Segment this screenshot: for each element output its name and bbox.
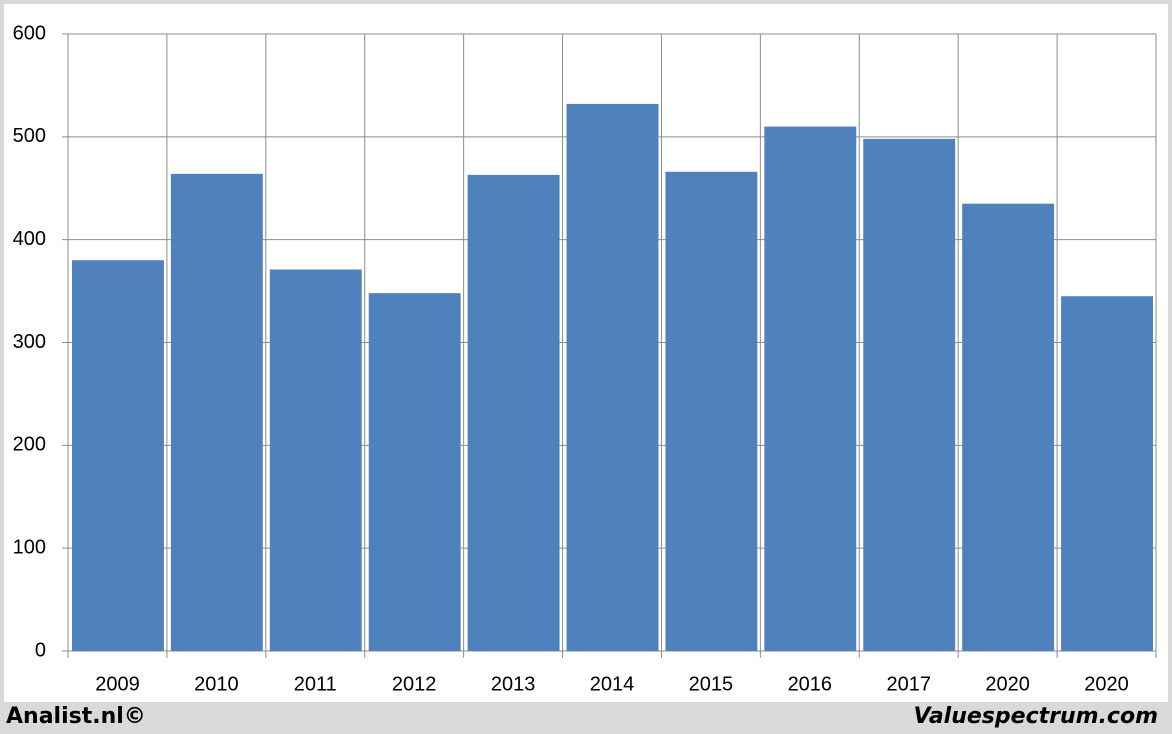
bar — [764, 126, 857, 652]
bar — [863, 138, 956, 651]
bar — [566, 103, 659, 652]
x-tick-label: 2016 — [788, 673, 833, 695]
bar — [368, 293, 461, 651]
y-tick-label: 0 — [35, 639, 46, 661]
y-tick-label: 300 — [13, 331, 46, 353]
bar — [170, 173, 263, 651]
y-tick-label: 100 — [13, 536, 46, 558]
x-tick-label: 2009 — [95, 673, 140, 695]
x-tick-label: 2014 — [590, 673, 635, 695]
bar — [72, 260, 164, 651]
bar — [269, 269, 362, 651]
x-tick-label: 2012 — [392, 673, 437, 695]
y-tick-label: 600 — [13, 22, 46, 44]
x-tick-label: 2011 — [294, 673, 337, 695]
footer-left: Analist.nl© — [6, 704, 146, 729]
bar — [665, 171, 758, 651]
y-tick-label: 400 — [13, 228, 46, 250]
bar — [467, 174, 560, 652]
x-tick-label: 2015 — [689, 673, 734, 695]
y-tick-label: 200 — [13, 434, 46, 456]
bar — [1061, 296, 1153, 651]
bar — [962, 203, 1055, 652]
x-tick-label: 2017 — [886, 673, 931, 695]
footer-right: Valuespectrum.com — [914, 704, 1158, 729]
x-tick-label: 2020 — [985, 673, 1030, 695]
x-tick-label: 2013 — [491, 673, 536, 695]
x-tick-label: 2020 — [1084, 673, 1129, 695]
x-tick-label: 2010 — [194, 673, 239, 695]
y-tick-label: 500 — [13, 125, 46, 147]
